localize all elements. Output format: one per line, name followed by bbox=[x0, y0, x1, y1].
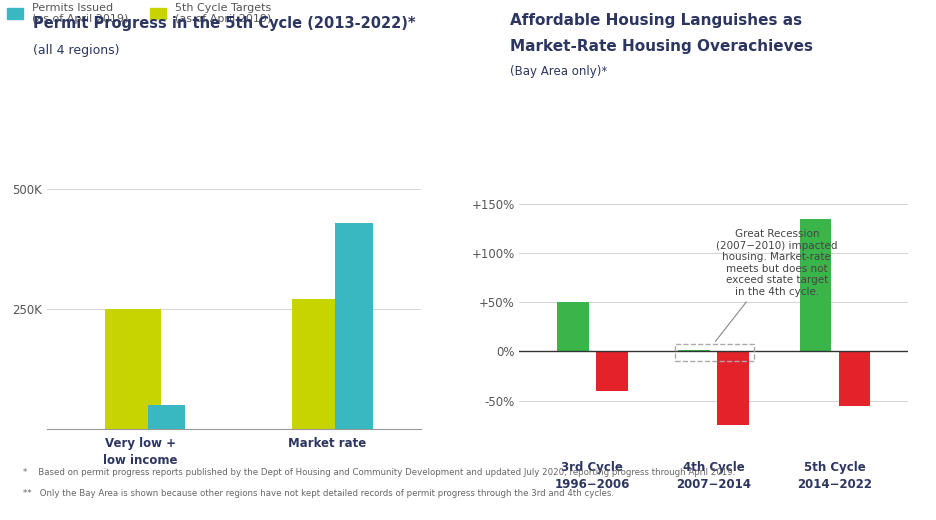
Bar bbox=[596, 352, 627, 391]
Text: Affordable Housing Languishes as: Affordable Housing Languishes as bbox=[510, 13, 802, 28]
Bar bbox=[148, 405, 185, 429]
Text: Permit Progress in the 5th Cycle (2013-2022)*: Permit Progress in the 5th Cycle (2013-2… bbox=[33, 16, 416, 31]
Bar bbox=[679, 349, 710, 352]
Legend: Permits Issued
(as of April 2019), 5th Cycle Targets
(as of April 2019): Permits Issued (as of April 2019), 5th C… bbox=[7, 3, 271, 24]
Bar bbox=[292, 300, 348, 429]
Bar bbox=[557, 302, 589, 352]
Text: *    Based on permit progress reports published by the Dept of Housing and Commu: * Based on permit progress reports publi… bbox=[23, 468, 736, 477]
Text: (Bay Area only)*: (Bay Area only)* bbox=[510, 65, 607, 78]
Text: **   Only the Bay Area is shown because other regions have not kept detailed rec: ** Only the Bay Area is shown because ot… bbox=[23, 489, 614, 498]
Bar bbox=[800, 219, 831, 352]
Bar bbox=[839, 352, 870, 406]
Text: Great Recession
(2007−2010) impacted
housing. Market-rate
meets but does not
exc: Great Recession (2007−2010) impacted hou… bbox=[715, 229, 838, 342]
Bar bbox=[335, 223, 373, 429]
Text: Market-Rate Housing Overachieves: Market-Rate Housing Overachieves bbox=[510, 39, 813, 54]
Text: (all 4 regions): (all 4 regions) bbox=[33, 44, 119, 57]
Bar bbox=[105, 309, 161, 429]
Bar bbox=[717, 352, 749, 425]
